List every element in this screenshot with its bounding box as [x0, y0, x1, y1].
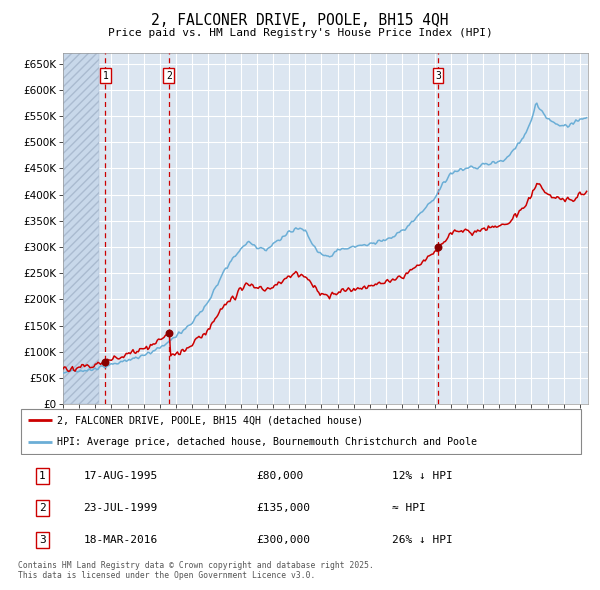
Point — [433, 242, 443, 252]
Text: 3: 3 — [39, 535, 46, 545]
Text: 1: 1 — [39, 471, 46, 481]
Text: Contains HM Land Registry data © Crown copyright and database right 2025.
This d: Contains HM Land Registry data © Crown c… — [18, 561, 374, 580]
Text: 12% ↓ HPI: 12% ↓ HPI — [392, 471, 453, 481]
Text: 17-AUG-1995: 17-AUG-1995 — [83, 471, 157, 481]
Text: 2: 2 — [166, 71, 172, 81]
Text: 3: 3 — [435, 71, 441, 81]
Text: 26% ↓ HPI: 26% ↓ HPI — [392, 535, 453, 545]
FancyBboxPatch shape — [21, 409, 581, 454]
Text: 2, FALCONER DRIVE, POOLE, BH15 4QH: 2, FALCONER DRIVE, POOLE, BH15 4QH — [151, 13, 449, 28]
Text: 2: 2 — [39, 503, 46, 513]
Point — [101, 358, 110, 367]
Text: 18-MAR-2016: 18-MAR-2016 — [83, 535, 157, 545]
Text: 23-JUL-1999: 23-JUL-1999 — [83, 503, 157, 513]
Text: 1: 1 — [103, 71, 109, 81]
Text: HPI: Average price, detached house, Bournemouth Christchurch and Poole: HPI: Average price, detached house, Bour… — [56, 437, 476, 447]
Text: £300,000: £300,000 — [256, 535, 310, 545]
Text: ≈ HPI: ≈ HPI — [392, 503, 426, 513]
Text: £80,000: £80,000 — [256, 471, 304, 481]
Point — [164, 329, 173, 338]
Text: 2, FALCONER DRIVE, POOLE, BH15 4QH (detached house): 2, FALCONER DRIVE, POOLE, BH15 4QH (deta… — [56, 415, 362, 425]
Text: £135,000: £135,000 — [256, 503, 310, 513]
Text: Price paid vs. HM Land Registry's House Price Index (HPI): Price paid vs. HM Land Registry's House … — [107, 28, 493, 38]
